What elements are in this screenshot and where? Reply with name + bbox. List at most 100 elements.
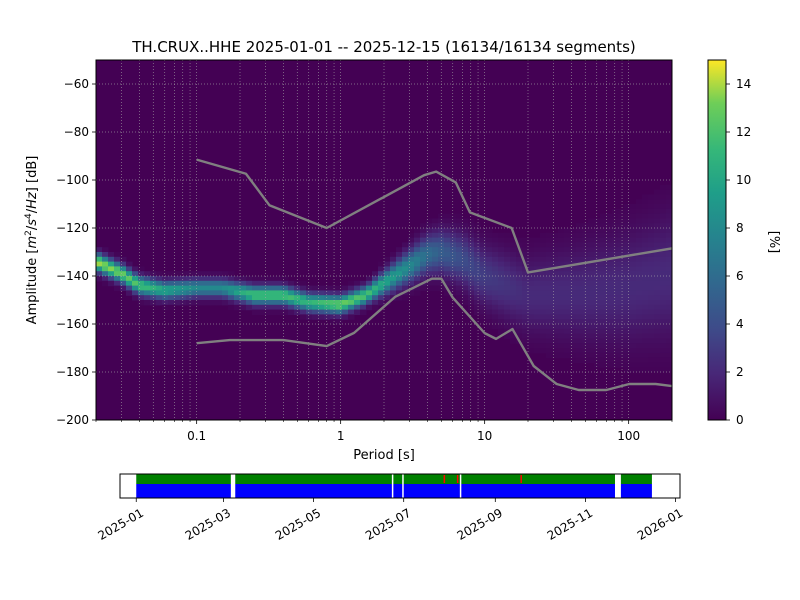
heatmap-cell [516, 309, 523, 315]
heatmap-cell [594, 285, 601, 291]
heatmap-cell [594, 304, 601, 311]
heatmap-cell [168, 285, 175, 291]
heatmap-cell [186, 300, 193, 306]
heatmap-cell [324, 290, 331, 296]
heatmap-cell [504, 242, 511, 248]
heatmap-cell [624, 237, 631, 243]
heatmap-cell [630, 304, 637, 311]
heatmap-cell [426, 218, 433, 224]
heatmap-cell [486, 252, 493, 258]
heatmap-cell [600, 309, 607, 315]
heatmap-cell [528, 300, 535, 306]
heatmap-cell [660, 362, 667, 368]
heatmap-cell [522, 343, 529, 349]
heatmap-cell [420, 237, 427, 243]
heatmap-cell [414, 232, 421, 239]
heatmap-cell [492, 237, 499, 243]
heatmap-cell [624, 343, 631, 349]
heatmap-cell [186, 271, 193, 277]
heatmap-cell [516, 237, 523, 243]
heatmap-cell [576, 314, 583, 320]
heatmap-cell [570, 237, 577, 243]
heatmap-cell [618, 338, 625, 344]
heatmap-cell [402, 290, 409, 296]
heatmap-cell [588, 348, 595, 354]
heatmap-cell [534, 237, 541, 243]
heatmap-cell [516, 261, 523, 267]
heatmap-cell [96, 247, 103, 253]
heatmap-cell [306, 295, 313, 301]
heatmap-cell [354, 295, 361, 301]
heatmap-cell [618, 328, 625, 335]
heatmap-cell [630, 295, 637, 301]
heatmap-cell [438, 218, 445, 224]
heatmap-cell [564, 271, 571, 277]
heatmap-cell [372, 290, 379, 296]
heatmap-cell [630, 204, 637, 210]
heatmap-cell [252, 285, 259, 291]
heatmap-cell [282, 304, 289, 311]
heatmap-cell [102, 271, 109, 277]
heatmap-cell [528, 247, 535, 253]
heatmap-cell [96, 261, 103, 267]
heatmap-cell [570, 304, 577, 311]
heatmap-cell [432, 256, 439, 263]
heatmap-cell [426, 247, 433, 253]
heatmap-cell [606, 271, 613, 277]
heatmap-cell [576, 256, 583, 263]
heatmap-cell [462, 223, 469, 229]
heatmap-cell [654, 357, 661, 363]
heatmap-cell [534, 242, 541, 248]
heatmap-cell [618, 295, 625, 301]
heatmap-cell [456, 218, 463, 224]
heatmap-cell [372, 276, 379, 282]
heatmap-cell [564, 328, 571, 335]
heatmap-cell [174, 295, 181, 301]
heatmap-cell [492, 271, 499, 277]
heatmap-cell [504, 314, 511, 320]
heatmap-cell [294, 290, 301, 296]
heatmap-cell [624, 208, 631, 215]
heatmap-cell [108, 280, 115, 287]
heatmap-cell [300, 309, 307, 315]
heatmap-cell [450, 242, 457, 248]
y-tick-label: −200 [56, 413, 89, 427]
heatmap-cell [618, 232, 625, 239]
heatmap-cell [444, 280, 451, 287]
heatmap-cell [642, 290, 649, 296]
heatmap-cell [198, 271, 205, 277]
heatmap-cell [372, 304, 379, 311]
heatmap-cell [102, 256, 109, 263]
heatmap-cell [648, 247, 655, 253]
heatmap-cell [540, 285, 547, 291]
heatmap-cell [552, 232, 559, 239]
heatmap-cell [324, 309, 331, 315]
heatmap-cell [642, 247, 649, 253]
heatmap-cell [360, 285, 367, 291]
heatmap-cell [348, 309, 355, 315]
heatmap-cell [288, 304, 295, 311]
heatmap-cell [210, 300, 217, 306]
heatmap-cell [402, 247, 409, 253]
heatmap-cell [630, 333, 637, 339]
heatmap-cell [660, 300, 667, 306]
heatmap-cell [390, 290, 397, 296]
heatmap-cell [96, 252, 103, 258]
heatmap-cell [450, 218, 457, 224]
heatmap-cell [606, 280, 613, 287]
heatmap-cell [540, 295, 547, 301]
heatmap-cell [426, 232, 433, 239]
heatmap-cell [426, 252, 433, 258]
heatmap-cell [630, 242, 637, 248]
heatmap-cell [210, 290, 217, 296]
heatmap-cell [636, 223, 643, 229]
heatmap-cell [600, 218, 607, 224]
heatmap-cell [666, 367, 672, 373]
heatmap-cell [546, 304, 553, 311]
heatmap-cell [486, 314, 493, 320]
heatmap-cell [192, 276, 199, 282]
heatmap-cell [522, 247, 529, 253]
heatmap-cell [648, 276, 655, 282]
heatmap-cell [102, 247, 109, 253]
